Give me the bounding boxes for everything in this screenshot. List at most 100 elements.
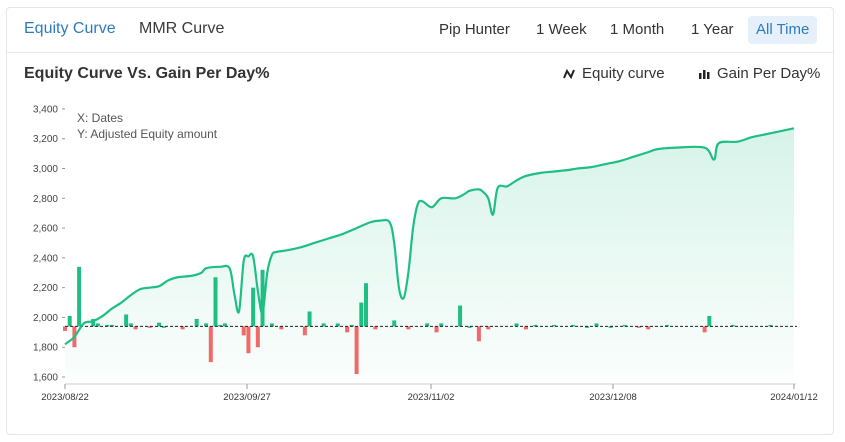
gain-bar[interactable] bbox=[594, 323, 599, 327]
gain-bar[interactable] bbox=[702, 326, 707, 333]
gain-bar[interactable] bbox=[335, 323, 340, 327]
y-tick-label: 1,600 bbox=[33, 373, 58, 384]
gain-bar[interactable] bbox=[476, 326, 481, 342]
gain-bar[interactable] bbox=[260, 269, 265, 327]
gain-bar[interactable] bbox=[552, 324, 557, 327]
gain-bar[interactable] bbox=[425, 323, 430, 327]
x-tick-label: 2023/11/02 bbox=[408, 392, 455, 403]
gain-bar[interactable] bbox=[349, 324, 354, 327]
range-1-month[interactable]: 1 Month bbox=[610, 21, 665, 38]
gain-bar[interactable] bbox=[110, 324, 115, 327]
gain-bar[interactable] bbox=[213, 277, 218, 327]
range-all-time[interactable]: All Time bbox=[748, 16, 818, 44]
gain-bar[interactable] bbox=[439, 323, 444, 327]
gain-bar[interactable] bbox=[194, 318, 199, 327]
gain-bar[interactable] bbox=[321, 323, 326, 327]
gain-bar[interactable] bbox=[91, 318, 96, 327]
equity-area bbox=[65, 128, 794, 380]
gain-bar[interactable] bbox=[434, 326, 439, 333]
gain-bar[interactable] bbox=[180, 326, 185, 330]
y-tick-label: 2,600 bbox=[33, 224, 58, 235]
gain-bar[interactable] bbox=[222, 323, 227, 327]
gain-bar[interactable] bbox=[218, 324, 223, 327]
gain-bar[interactable] bbox=[514, 323, 519, 327]
x-axis: 2023/08/22 2023/09/27 2023/11/02 2023/12/08… bbox=[41, 383, 818, 403]
y-tick-label: 1,800 bbox=[33, 343, 58, 354]
gain-bar[interactable] bbox=[105, 324, 110, 327]
y-tick-label: 2,800 bbox=[33, 194, 58, 205]
legend-equity-label: Equity curve bbox=[582, 65, 665, 82]
gain-bar[interactable] bbox=[204, 323, 209, 327]
gain-bar[interactable] bbox=[279, 326, 284, 330]
gain-bar[interactable] bbox=[161, 326, 166, 328]
y-tick-label: 3,200 bbox=[33, 134, 58, 145]
equity-card: Equity Curve MMR Curve Pip Hunter 1 Week… bbox=[6, 7, 834, 435]
x-tick-label: 2023/12/08 bbox=[589, 392, 637, 403]
range-1-week[interactable]: 1 Week bbox=[536, 21, 587, 38]
tab-equity-curve[interactable]: Equity Curve bbox=[24, 20, 116, 37]
legend-gain-per-day[interactable]: Gain Per Day% bbox=[698, 65, 820, 82]
gain-bar[interactable] bbox=[255, 326, 260, 348]
gain-bar[interactable] bbox=[269, 323, 274, 327]
gain-bar[interactable] bbox=[458, 305, 463, 327]
gain-bar[interactable] bbox=[608, 326, 613, 328]
gain-bar[interactable] bbox=[373, 326, 378, 330]
gain-bar[interactable] bbox=[302, 326, 307, 336]
gain-bar[interactable] bbox=[523, 326, 528, 330]
gain-bar[interactable] bbox=[585, 326, 590, 328]
gain-bar[interactable] bbox=[406, 326, 411, 330]
gain-bar[interactable] bbox=[147, 326, 152, 328]
x-axis-note: X: Dates bbox=[77, 111, 123, 125]
gain-bar[interactable] bbox=[467, 326, 472, 328]
x-tick-label: 2024/01/12 bbox=[770, 392, 818, 403]
bar-chart-icon bbox=[699, 69, 710, 79]
gain-bar[interactable] bbox=[768, 324, 773, 327]
gain-bar[interactable] bbox=[359, 302, 364, 327]
gain-bar[interactable] bbox=[354, 326, 359, 375]
gain-bar[interactable] bbox=[707, 315, 712, 327]
gain-bar[interactable] bbox=[67, 315, 72, 327]
gain-bar[interactable] bbox=[665, 324, 670, 327]
gain-bar[interactable] bbox=[208, 326, 213, 363]
gain-bar[interactable] bbox=[246, 326, 251, 354]
x-tick-label: 2023/09/27 bbox=[223, 392, 271, 403]
gain-bar[interactable] bbox=[251, 287, 256, 327]
chart-tabs-bar: Equity Curve MMR Curve Pip Hunter 1 Week… bbox=[7, 8, 833, 53]
gain-bar[interactable] bbox=[730, 324, 735, 327]
gain-bar[interactable] bbox=[622, 324, 627, 327]
chart-title: Equity Curve Vs. Gain Per Day% bbox=[24, 65, 270, 82]
gain-bar[interactable] bbox=[124, 314, 129, 327]
y-axis: 1,600 1,800 2,000 2,200 2,400 2,600 2,800 3,000… bbox=[33, 104, 65, 384]
y-tick-label: 3,000 bbox=[33, 164, 58, 175]
equity-line bbox=[64, 127, 795, 346]
legend-equity-curve[interactable]: Equity curve bbox=[563, 65, 665, 82]
gain-bar[interactable] bbox=[533, 324, 538, 327]
gain-bar[interactable] bbox=[307, 311, 312, 327]
gain-bar[interactable] bbox=[364, 283, 369, 327]
gain-bar[interactable] bbox=[636, 326, 641, 328]
line-chart-icon bbox=[563, 68, 575, 79]
y-tick-label: 2,200 bbox=[33, 283, 58, 294]
gain-bar[interactable] bbox=[241, 326, 246, 336]
gain-bar[interactable] bbox=[345, 326, 350, 333]
legend-gain-label: Gain Per Day% bbox=[717, 65, 821, 82]
y-tick-label: 3,400 bbox=[33, 104, 58, 115]
gain-bar[interactable] bbox=[157, 322, 162, 327]
gain-bar[interactable] bbox=[392, 320, 397, 327]
x-tick-label: 2023/08/22 bbox=[41, 392, 89, 403]
gain-bar[interactable] bbox=[128, 323, 133, 327]
gain-bar[interactable] bbox=[95, 323, 100, 327]
y-axis-note: Y: Adjusted Equity amount bbox=[77, 127, 218, 141]
gain-bar[interactable] bbox=[486, 326, 491, 330]
y-tick-label: 2,400 bbox=[33, 253, 58, 264]
gain-bar[interactable] bbox=[570, 324, 575, 327]
range-1-year[interactable]: 1 Year bbox=[691, 21, 734, 38]
equity-chart: 1,600 1,800 2,000 2,200 2,400 2,600 2,800 3,000… bbox=[33, 104, 818, 403]
tab-mmr-curve[interactable]: MMR Curve bbox=[139, 20, 225, 37]
gain-bar[interactable] bbox=[63, 326, 67, 331]
gain-bar[interactable] bbox=[133, 326, 138, 330]
gain-bar[interactable] bbox=[77, 266, 82, 327]
gain-bar[interactable] bbox=[646, 326, 651, 330]
range-pip-hunter[interactable]: Pip Hunter bbox=[439, 21, 510, 38]
y-tick-label: 2,000 bbox=[33, 313, 58, 324]
